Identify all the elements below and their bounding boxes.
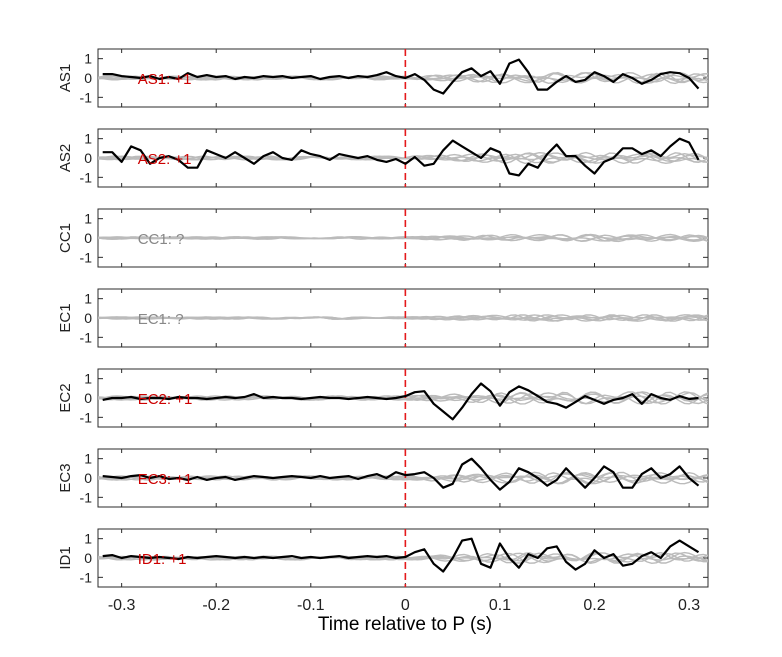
x-tick-label: -0.2 <box>202 597 230 614</box>
panel-as1: 1 0 -1 AS1 AS1: +1 <box>57 48 709 108</box>
panel-ec1: 1 0 -1 EC1 EC1: ? <box>57 288 709 348</box>
panel-cc1: 1 0 -1 CC1 CC1: ? <box>57 208 709 268</box>
x-axis: -0.3 -0.2 -0.1 0 0.1 0.2 0.3 <box>108 597 700 614</box>
y-tick-label: 1 <box>84 371 92 387</box>
y-tick-label: 1 <box>84 51 92 67</box>
polarity-annotation: ID1: +1 <box>138 551 187 568</box>
y-tick-label: 0 <box>84 230 92 246</box>
background-trace <box>98 314 708 321</box>
x-tick-label: 0 <box>401 597 410 614</box>
y-tick-label: -1 <box>80 569 93 585</box>
y-tick-label: 0 <box>84 390 92 406</box>
polarity-annotation: CC1: ? <box>138 231 185 248</box>
y-tick-label: 1 <box>84 451 92 467</box>
channel-label: AS1 <box>57 64 74 92</box>
signal-trace <box>102 537 700 573</box>
polarity-annotation: AS2: +1 <box>138 151 192 168</box>
y-tick-label: 0 <box>84 310 92 326</box>
y-tick-label: -1 <box>80 329 93 345</box>
channel-label: ID1 <box>57 546 74 569</box>
signal-trace <box>102 457 700 491</box>
channel-label: EC1 <box>57 303 74 332</box>
polarity-annotation: AS1: +1 <box>138 71 192 88</box>
x-axis-label: Time relative to P (s) <box>318 614 492 635</box>
y-tick-label: 0 <box>84 70 92 86</box>
background-traces <box>98 233 708 243</box>
y-tick-label: -1 <box>80 89 93 105</box>
signal-trace <box>102 137 700 177</box>
polarity-annotation: EC2: +1 <box>138 391 193 408</box>
background-trace <box>98 151 708 164</box>
signal-trace <box>102 382 699 421</box>
y-tick-label: 1 <box>84 291 92 307</box>
channel-label: AS2 <box>57 144 74 172</box>
panel-id1: 1 0 -1 ID1 ID1: +1 <box>57 528 709 588</box>
x-tick-label: 0.2 <box>583 597 605 614</box>
background-traces <box>98 314 708 322</box>
x-tick-label: 0.1 <box>489 597 511 614</box>
y-tick-label: 0 <box>84 550 92 566</box>
background-trace <box>98 71 708 84</box>
y-tick-label: -1 <box>80 249 93 265</box>
channel-label: EC2 <box>57 383 74 412</box>
y-tick-label: 0 <box>84 150 92 166</box>
polarity-annotation: EC1: ? <box>138 311 184 328</box>
y-tick-label: 1 <box>84 211 92 227</box>
panels: 1 0 -1 AS1 AS1: +1 1 0 -1 AS2 AS2: +1 1 0 -1 CC1 CC1: … <box>57 48 709 588</box>
signal-trace <box>102 58 700 95</box>
panel-ec2: 1 0 -1 EC2 EC2: +1 <box>57 368 709 428</box>
y-tick-label: 0 <box>84 470 92 486</box>
y-tick-label: 1 <box>84 131 92 147</box>
y-tick-label: 1 <box>84 531 92 547</box>
y-tick-label: -1 <box>80 169 93 185</box>
background-trace <box>98 234 708 243</box>
channel-label: CC1 <box>57 223 74 253</box>
x-tick-label: 0.3 <box>678 597 700 614</box>
channel-label: EC3 <box>57 463 74 492</box>
y-tick-label: -1 <box>80 489 93 505</box>
x-tick-label: -0.3 <box>108 597 136 614</box>
panel-as2: 1 0 -1 AS2 AS2: +1 <box>57 128 709 188</box>
y-tick-label: -1 <box>80 409 93 425</box>
panel-ec3: 1 0 -1 EC3 EC3: +1 <box>57 448 709 508</box>
polarity-annotation: EC3: +1 <box>138 471 193 488</box>
x-tick-label: -0.1 <box>297 597 325 614</box>
background-trace <box>98 472 708 485</box>
